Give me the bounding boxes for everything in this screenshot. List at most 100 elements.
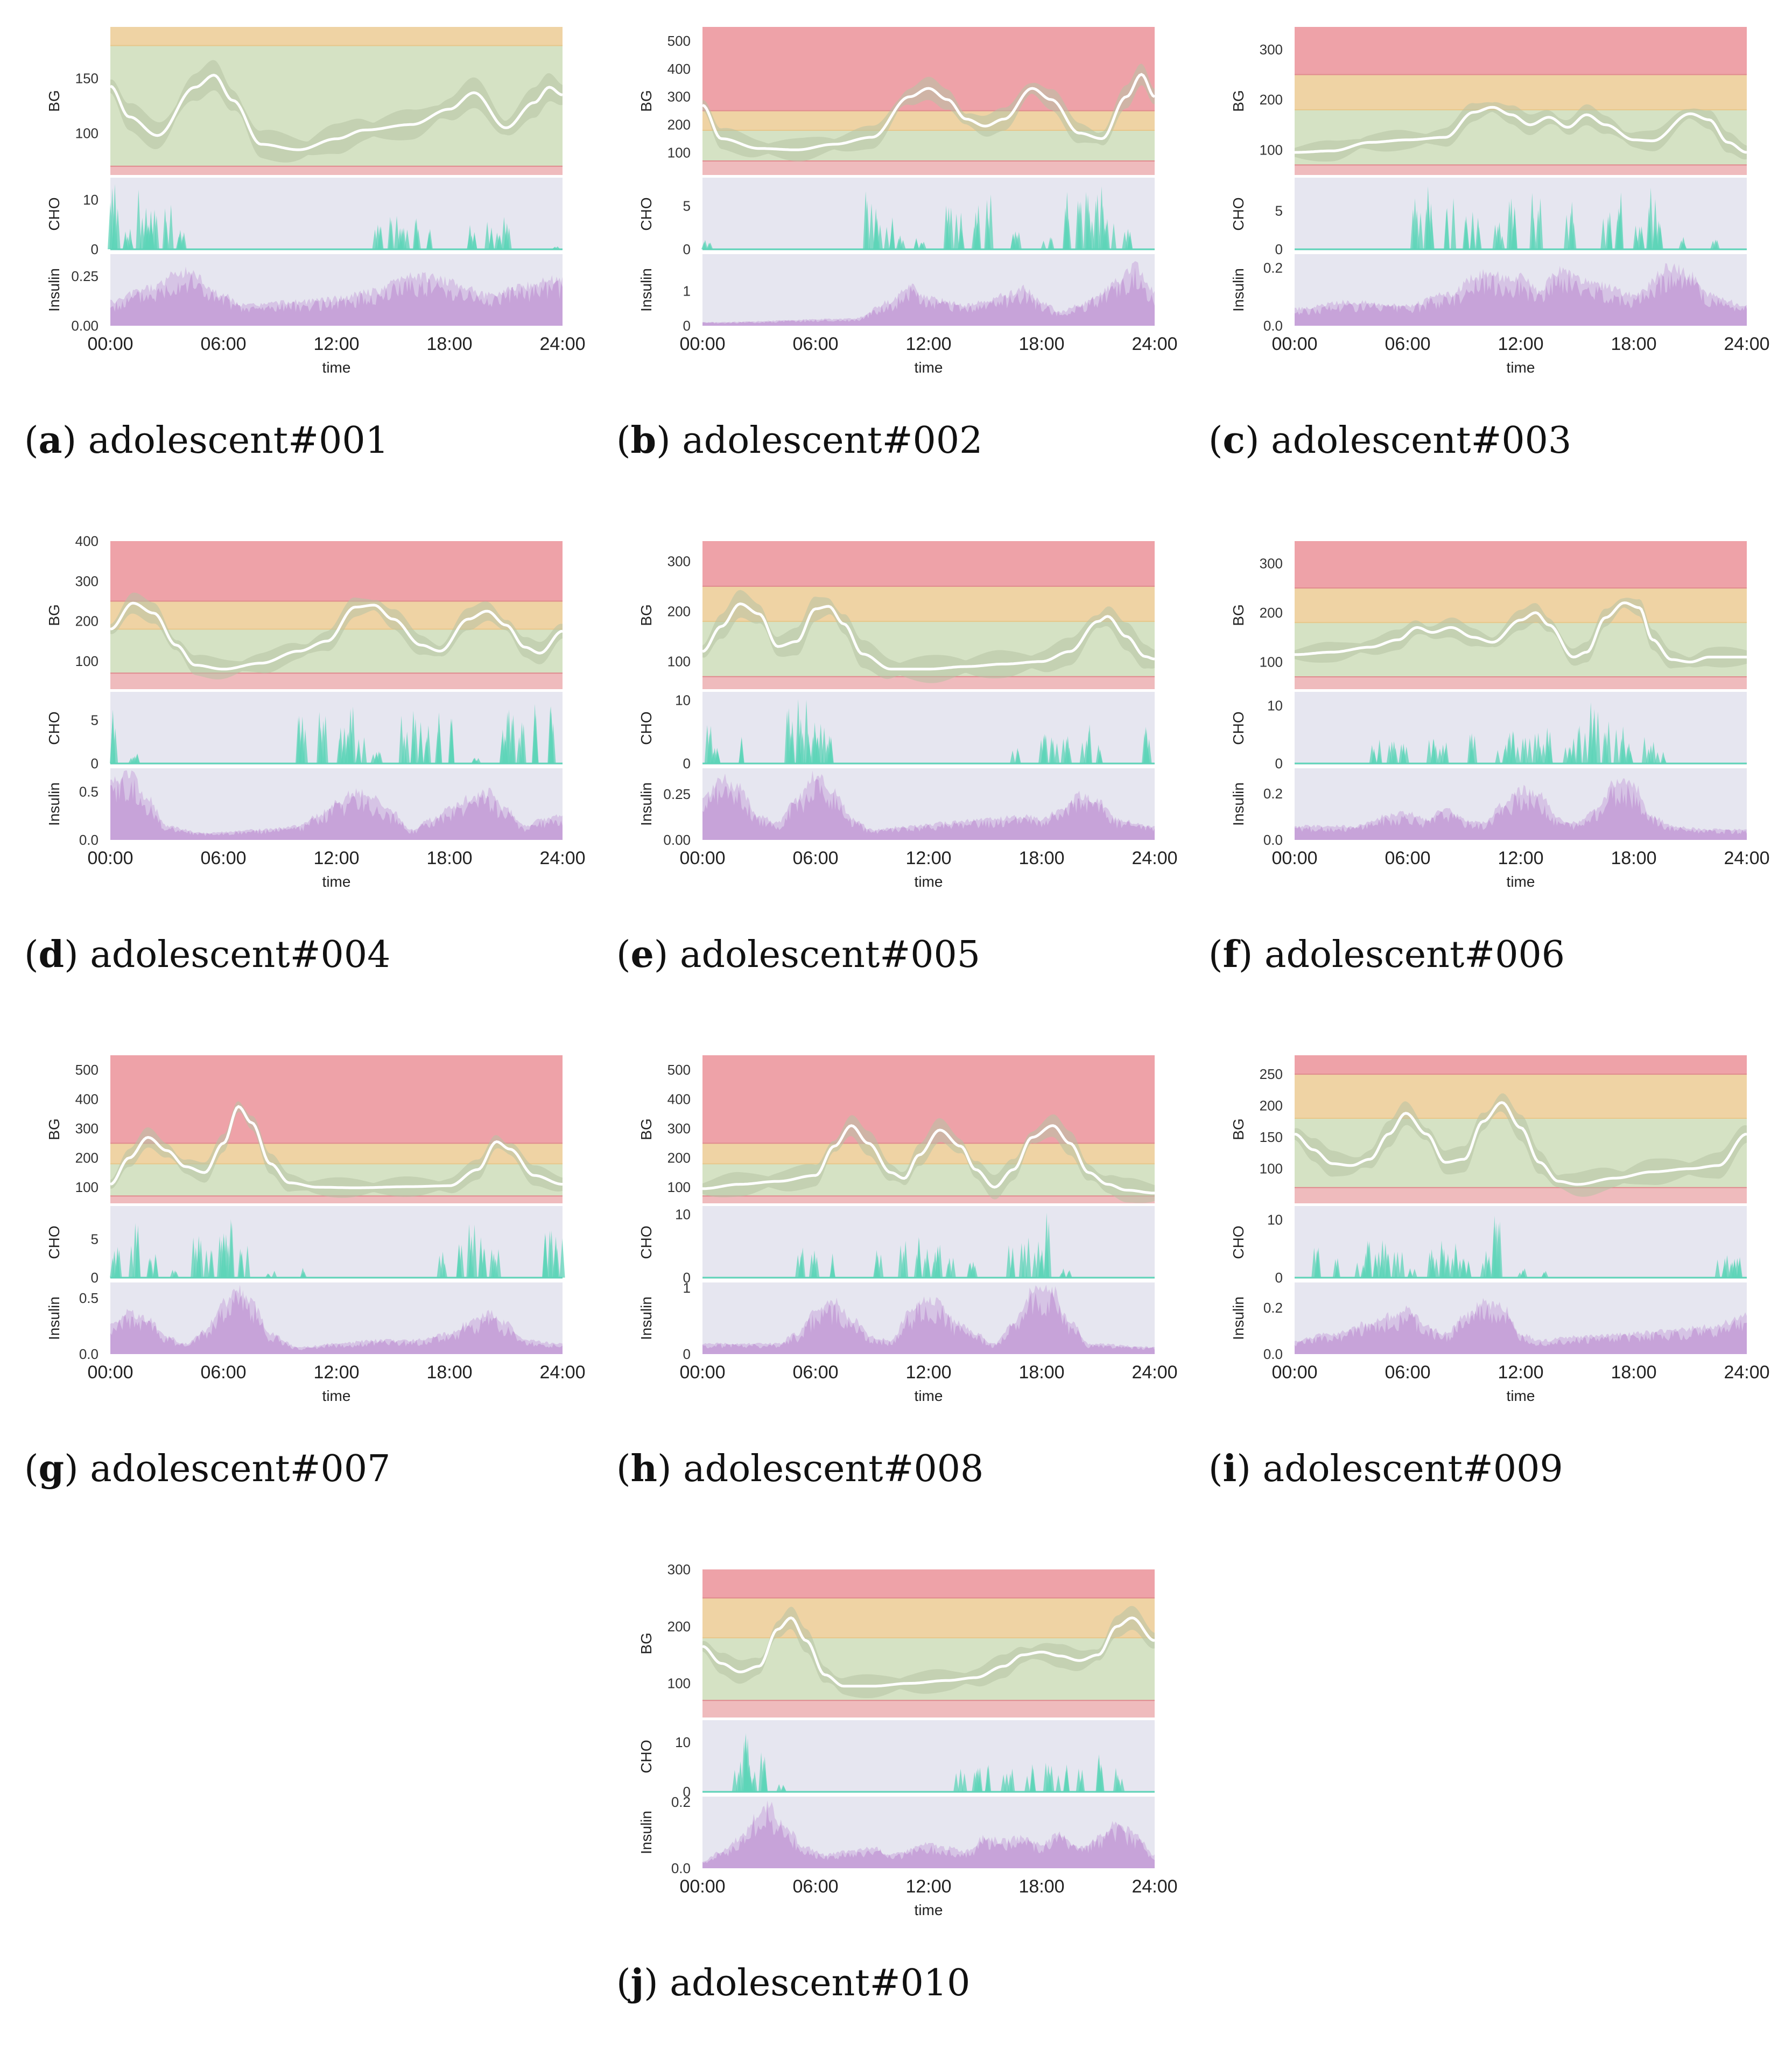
- insulin-tick-label: 0.0: [79, 1346, 99, 1362]
- panel-j-chart: 100 200 300 BG 0 10 CHO 0.0 0.2 Insulin 00:00 06:00…: [638, 1561, 1178, 1918]
- hyper-zone: [1295, 74, 1747, 110]
- cho-spike: [984, 200, 990, 249]
- cho-spike: [467, 225, 473, 249]
- cho-series: [108, 184, 560, 249]
- cho-spike: [1060, 1268, 1066, 1278]
- cho-series: [1410, 186, 1720, 249]
- cho-spike: [953, 1773, 959, 1792]
- x-tick-label: 00:00: [87, 848, 133, 868]
- cho-spike: [488, 232, 494, 249]
- cho-spike: [789, 721, 795, 763]
- insulin-tick-label: 0.5: [79, 783, 99, 800]
- cho-spike: [800, 1247, 806, 1278]
- bg-tick-label: 200: [1260, 1098, 1283, 1114]
- cho-spike: [1465, 1260, 1471, 1278]
- x-tick-label: 06:00: [200, 848, 246, 868]
- cho-axis-label: CHO: [638, 1740, 655, 1773]
- cho-spike: [1510, 732, 1516, 763]
- cho-spike: [1541, 744, 1547, 763]
- bg-tick-label: 300: [1260, 555, 1283, 571]
- cho-series: [1311, 1216, 1743, 1278]
- cho-series: [701, 186, 1133, 249]
- insulin-tick-label: 1: [683, 283, 691, 299]
- bg-tick-label: 150: [75, 71, 99, 87]
- x-axis-label: time: [915, 359, 943, 376]
- panel-caption-text: adolescent#009: [1262, 1448, 1563, 1490]
- cho-spike: [1475, 218, 1481, 249]
- panel-caption: (h) adolescent#008: [616, 1447, 984, 1490]
- bg-confidence-band: [1295, 1093, 1747, 1197]
- cho-spike: [1050, 739, 1056, 763]
- cho-spike: [1653, 199, 1659, 249]
- x-tick-label: 06:00: [792, 334, 838, 354]
- cho-spike: [163, 220, 169, 249]
- x-tick-label: 00:00: [1271, 1362, 1317, 1383]
- cho-spike: [1379, 1259, 1385, 1278]
- cho-spike: [739, 738, 744, 763]
- cho-spike: [1469, 733, 1475, 763]
- cho-spike: [1595, 711, 1601, 763]
- cho-spike: [945, 1263, 951, 1278]
- cho-spike: [1365, 1240, 1371, 1278]
- panel-f-chart: 100 200 300 BG 0 10 CHO 0.0 0.2 Insulin 00:00 06:00…: [1230, 541, 1770, 890]
- cho-spike: [913, 240, 919, 249]
- cho-spike: [1086, 209, 1092, 249]
- x-tick-label: 18:00: [426, 334, 472, 354]
- cho-spike: [1389, 741, 1395, 763]
- panel-caption: (c) adolescent#003: [1208, 419, 1572, 462]
- cho-spike: [776, 1784, 782, 1792]
- cho-spike: [1633, 225, 1639, 249]
- x-tick-label: 06:00: [1385, 334, 1430, 354]
- x-tick-label: 06:00: [1385, 848, 1430, 868]
- cho-spike: [975, 205, 981, 249]
- cho-spike: [554, 246, 560, 249]
- cho-spike: [375, 225, 381, 249]
- x-tick-label: 12:00: [313, 1362, 359, 1383]
- insulin-tick-label: 1: [683, 1280, 691, 1296]
- insulin-series: [1295, 784, 1747, 840]
- cho-spike: [818, 724, 824, 763]
- insulin-tick-label: 0.25: [71, 268, 99, 284]
- cho-tick-label: 0: [1275, 755, 1283, 772]
- cho-spike: [1493, 1222, 1499, 1278]
- insulin-series: [702, 1806, 1155, 1868]
- cho-spike: [497, 234, 503, 249]
- x-tick-label: 18:00: [1018, 1362, 1064, 1383]
- severe-hyper-zone: [702, 1569, 1155, 1598]
- bg-tick-label: 400: [75, 1091, 99, 1107]
- cho-spike: [701, 242, 707, 249]
- bg-tick-label: 500: [667, 1062, 691, 1078]
- insulin-axis-label: Insulin: [1230, 1296, 1247, 1340]
- x-tick-label: 18:00: [1611, 848, 1656, 868]
- insulin-axis-label: Insulin: [1230, 782, 1247, 826]
- cho-spike: [1083, 192, 1089, 249]
- cho-tick-label: 10: [83, 192, 99, 208]
- cho-spike: [547, 706, 553, 763]
- cho-panel: [1295, 692, 1747, 765]
- hyper-zone: [702, 1597, 1155, 1638]
- cho-spike: [1661, 756, 1667, 763]
- cho-spike: [707, 733, 713, 763]
- cho-spike: [1537, 198, 1543, 249]
- cho-panel: [1295, 1206, 1747, 1279]
- insulin-series: [110, 776, 563, 840]
- cho-spike: [425, 725, 431, 763]
- bg-axis-label: BG: [638, 90, 655, 111]
- x-tick-label: 18:00: [1611, 334, 1656, 354]
- cho-axis-label: CHO: [1230, 711, 1247, 745]
- cho-spike: [1334, 1266, 1340, 1278]
- cho-spike: [1426, 1252, 1432, 1278]
- x-tick-label: 00:00: [679, 334, 725, 354]
- insulin-band: [702, 261, 1155, 326]
- cho-spike: [873, 218, 879, 249]
- bg-confidence-band: [110, 592, 563, 679]
- bg-tick-label: 400: [667, 61, 691, 77]
- cho-tick-label: 0: [683, 1270, 691, 1286]
- insulin-series: [110, 272, 563, 326]
- cho-axis-label: CHO: [1230, 1225, 1247, 1259]
- cho-tick-label: 10: [675, 692, 691, 709]
- x-tick-label: 12:00: [1498, 848, 1543, 868]
- cho-spike: [1567, 747, 1573, 763]
- cho-spike: [1492, 225, 1498, 249]
- cho-spike: [1460, 1258, 1466, 1278]
